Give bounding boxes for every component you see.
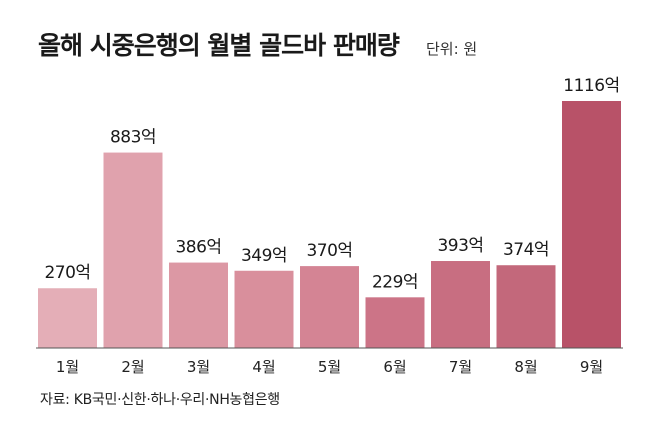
x-tick-label-3: 3월 [187, 358, 210, 376]
bar-2 [103, 152, 163, 348]
x-tick-label-4: 4월 [252, 358, 275, 376]
bar-9 [562, 101, 621, 348]
data-label-5: 370억 [306, 241, 352, 261]
data-label-9: 1116억 [563, 76, 619, 96]
bar-7 [431, 261, 490, 348]
x-tick-label-5: 5월 [318, 358, 341, 376]
x-tick-label-2: 2월 [121, 358, 144, 376]
bar-4 [234, 270, 294, 348]
chart-title: 올해 시중은행의 월별 골드바 판매량 [38, 31, 400, 60]
unit-label: 단위: 원 [426, 40, 478, 58]
x-tick-label-9: 9월 [580, 358, 603, 376]
data-label-4: 349억 [241, 246, 287, 266]
bar-1 [38, 288, 97, 348]
data-label-6: 229억 [372, 272, 418, 292]
data-label-1: 270억 [44, 263, 90, 283]
bar-5 [300, 266, 359, 348]
data-label-7: 393억 [437, 236, 483, 256]
x-tick-label-8: 8월 [514, 358, 537, 376]
source-note: 자료: KB국민·신한·하나·우리·NH농협은행 [40, 392, 280, 408]
data-label-2: 883억 [110, 128, 156, 148]
x-tick-label-6: 6월 [383, 358, 406, 376]
bar-3 [169, 262, 228, 348]
data-label-8: 374억 [503, 240, 549, 260]
x-tick-label-1: 1월 [56, 358, 79, 376]
bar-8 [496, 265, 556, 348]
x-tick-label-7: 7월 [449, 358, 472, 376]
bar-6 [365, 297, 425, 348]
data-label-3: 386억 [175, 238, 221, 258]
